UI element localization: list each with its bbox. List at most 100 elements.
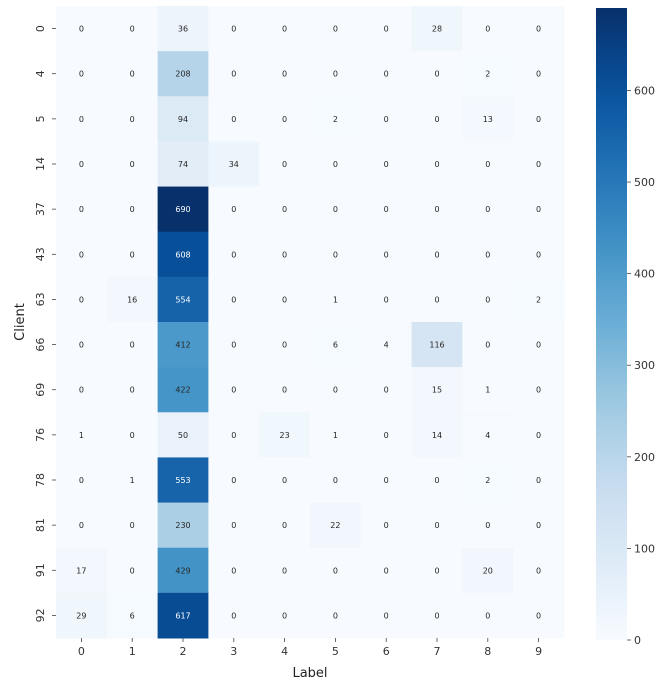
y-tick-label: 69 (34, 383, 47, 397)
colorbar-tick-label: 400 (634, 268, 655, 281)
heatmap-cell (310, 276, 362, 323)
cell-value-label: 412 (175, 341, 190, 350)
cell-value-label: 0 (485, 25, 490, 34)
cell-value-label: 0 (282, 70, 287, 79)
heatmap-cell (208, 6, 260, 52)
cell-value-label: 0 (536, 25, 541, 34)
heatmap-cell (310, 96, 362, 142)
cell-value-label: 6 (130, 611, 135, 620)
heatmap-cell (56, 592, 108, 639)
heatmap-cell (106, 276, 159, 323)
heatmap-cell (259, 592, 311, 639)
cell-value-label: 553 (175, 476, 190, 485)
cell-value-label: 0 (282, 521, 287, 530)
cell-value-label: 4 (384, 341, 389, 350)
heatmap-cell (106, 51, 159, 97)
cell-value-label: 23 (280, 431, 290, 440)
cell-value-label: 0 (282, 566, 287, 575)
heatmap-cell (462, 367, 514, 413)
heatmap-cell (360, 322, 413, 368)
heatmap-cell (462, 592, 514, 639)
cell-value-label: 0 (79, 476, 84, 485)
heatmap-cell (513, 141, 565, 188)
cell-value-label: 0 (384, 160, 389, 169)
cell-value-label: 0 (282, 25, 287, 34)
heatmap-cell (259, 141, 311, 188)
cell-value-label: 0 (130, 566, 135, 575)
colorbar-tick-label: 600 (634, 84, 655, 97)
heatmap-cell (259, 51, 311, 97)
heatmap-cell (56, 412, 108, 458)
y-axis-title: Client (13, 303, 28, 341)
heatmap-cell (360, 502, 413, 549)
cell-value-label: 1 (485, 386, 490, 395)
cell-value-label: 0 (485, 295, 490, 304)
cell-value-label: 0 (282, 611, 287, 620)
y-tick-label: 43 (34, 247, 47, 261)
heatmap-cell (208, 592, 260, 639)
cell-value-label: 2 (536, 295, 541, 304)
cell-value-label: 0 (434, 70, 439, 79)
heatmap-cell (310, 6, 362, 52)
heatmap-cell (462, 186, 514, 233)
cell-value-label: 0 (231, 250, 236, 259)
cell-value-label: 0 (485, 341, 490, 350)
cell-value-label: 0 (130, 341, 135, 350)
heatmap-cell (56, 547, 108, 594)
heatmap-cell (106, 457, 159, 504)
heatmap-cell (411, 412, 463, 458)
cell-value-label: 0 (231, 476, 236, 485)
heatmap-cell (310, 502, 362, 549)
cell-value-label: 0 (384, 115, 389, 124)
y-tick-label: 0 (34, 25, 47, 32)
cell-value-label: 0 (130, 160, 135, 169)
heatmap-cell (513, 186, 565, 233)
heatmap-cell (513, 322, 565, 368)
y-axis-ticks: 0 4 5 14 37 43 63 66 69 76 78 81 91 92 (34, 25, 56, 622)
heatmap-cell (513, 457, 565, 504)
cell-value-label: 0 (536, 115, 541, 124)
cell-value-label: 0 (79, 25, 84, 34)
cell-value-label: 0 (384, 476, 389, 485)
colorbar-gradient (596, 8, 627, 640)
heatmap-cell (462, 96, 514, 142)
heatmap-cell (56, 96, 108, 142)
heatmap-cell (360, 6, 413, 52)
cell-value-label: 0 (536, 386, 541, 395)
heatmap-cell (106, 141, 159, 188)
heatmap-cell (360, 96, 413, 142)
heatmap-cell (56, 141, 108, 188)
cell-value-label: 0 (384, 25, 389, 34)
heatmap-cell (56, 276, 108, 323)
cell-value-label: 0 (384, 295, 389, 304)
colorbar-tick-label: 100 (634, 542, 655, 555)
cell-value-label: 50 (178, 431, 188, 440)
heatmap-cell (157, 457, 209, 504)
cell-value-label: 0 (434, 205, 439, 214)
heatmap-cell (411, 276, 463, 323)
cell-value-label: 0 (485, 521, 490, 530)
heatmap-cell (411, 592, 463, 639)
cell-value-label: 0 (485, 205, 490, 214)
heatmap-cell (360, 51, 413, 97)
y-tick-label: 66 (34, 338, 47, 352)
heatmap-cell (360, 141, 413, 188)
cell-value-label: 690 (175, 205, 190, 214)
x-tick-label: 5 (332, 645, 339, 658)
heatmap-cell (360, 547, 413, 594)
cell-value-label: 15 (432, 386, 442, 395)
heatmap-cell (157, 186, 209, 233)
x-axis-ticks: 0 1 2 3 4 5 6 7 8 9 (78, 638, 542, 658)
heatmap-cell (411, 186, 463, 233)
cell-value-label: 0 (384, 431, 389, 440)
heatmap-cell (411, 547, 463, 594)
cell-value-label: 0 (79, 386, 84, 395)
cell-value-label: 0 (282, 341, 287, 350)
cell-value-label: 94 (178, 115, 188, 124)
heatmap-cell (513, 412, 565, 458)
heatmap-cell (411, 51, 463, 97)
heatmap-cell (310, 51, 362, 97)
y-tick-label: 5 (34, 115, 47, 122)
cell-value-label: 0 (536, 431, 541, 440)
